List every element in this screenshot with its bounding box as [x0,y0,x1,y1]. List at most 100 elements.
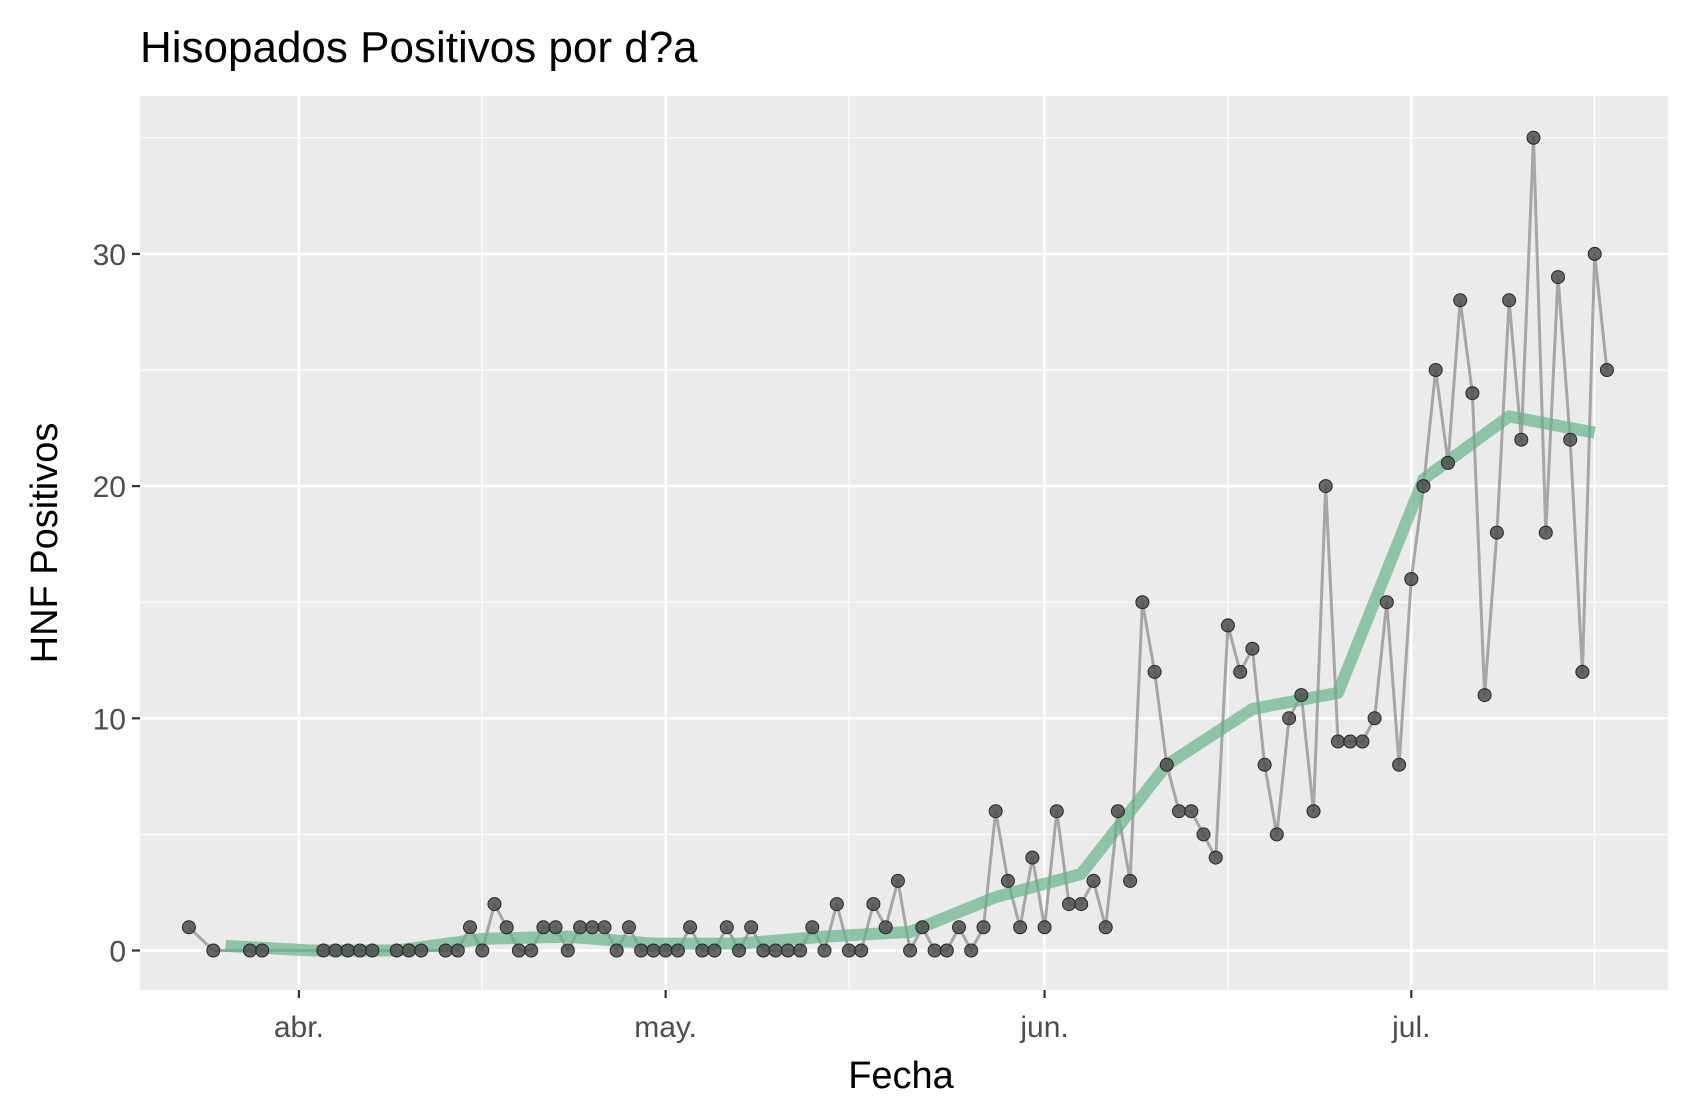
daily-positives-point [1428,363,1443,377]
daily-positives-point [597,920,612,935]
daily-positives-point [1465,386,1480,401]
daily-positives-point [634,943,649,958]
daily-positives-point [805,920,820,935]
daily-positives-point [1257,757,1272,772]
daily-positives-point [1355,734,1370,749]
daily-positives-point [1392,757,1407,772]
daily-positives-point [695,943,710,958]
daily-positives-point [524,943,539,958]
daily-positives-point [793,943,808,958]
daily-positives-point [976,920,991,935]
daily-positives-point [1220,618,1235,633]
daily-positives-point [548,920,563,935]
daily-positives-point [646,943,661,958]
daily-positives-point [829,897,844,912]
daily-positives-point [1367,711,1382,726]
daily-positives-point [1404,572,1419,586]
daily-positives-point [756,943,771,958]
daily-positives-point [573,920,588,935]
daily-positives-point [475,943,490,958]
daily-positives-point [1318,479,1333,494]
daily-positives-point [988,804,1003,819]
daily-positives-point [964,943,979,958]
daily-positives-point [952,920,966,935]
daily-positives-point [842,943,856,958]
daily-positives-point [463,920,477,935]
daily-positives-point [866,897,881,912]
daily-positives-point [817,943,832,958]
daily-positives-point [206,943,221,958]
daily-positives-point [1110,804,1125,819]
daily-positives-point [719,920,734,935]
daily-positives-point [353,943,367,958]
daily-positives-point [487,897,502,912]
daily-positives-point [1563,432,1578,447]
daily-positives-point [536,920,551,935]
daily-positives-point [243,943,257,958]
y-tick-label: 20 [93,471,126,504]
x-tick-label: abr. [274,1011,324,1044]
daily-positives-point [1025,850,1040,865]
daily-positives-point [511,943,526,958]
daily-positives-point [438,943,453,958]
daily-positives-point [1306,804,1321,819]
daily-positives-point [903,943,918,958]
daily-positives-point [585,920,600,935]
daily-positives-point [878,920,893,935]
daily-positives-point [854,943,869,958]
x-tick-label: jun. [1019,1011,1068,1044]
daily-positives-point [414,943,429,958]
daily-positives-point [328,943,343,958]
daily-positives-point [1037,920,1052,935]
daily-positives-point [1551,270,1565,285]
daily-positives-point [915,920,930,935]
daily-positives-point [1123,873,1138,888]
daily-positives-point [927,943,942,958]
daily-positives-point [1441,455,1455,470]
daily-positives-point [744,920,759,935]
y-tick-label: 0 [109,936,126,969]
daily-positives-point [1233,664,1248,679]
daily-positives-point [340,943,355,958]
daily-positives-point [1013,920,1028,935]
daily-positives-point [1159,757,1174,772]
daily-positives-point [1575,664,1590,679]
series-layer [181,130,1614,958]
daily-positives-point [1049,804,1064,819]
daily-positives-point [1196,827,1211,842]
daily-positives-point [1416,479,1431,494]
daily-positives-point [1098,920,1113,935]
daily-positives-point [780,943,795,958]
daily-positives-point [1269,827,1284,842]
daily-positives-point [1599,363,1614,377]
daily-positives-point [389,943,404,958]
daily-positives-point [1526,130,1541,145]
axis-tick-labels: abr. may. jun. jul. 0 10 20 30 [93,239,1431,1044]
daily-positives-point [1514,432,1529,447]
daily-positives-point [1502,293,1517,308]
daily-positives-point [732,943,746,958]
daily-positives-point [1147,664,1162,679]
daily-positives-point [609,943,624,958]
x-tick-label: may. [634,1011,697,1044]
daily-positives-point [890,873,905,888]
daily-positives-point [1331,734,1345,749]
daily-positives-point [1062,897,1076,912]
y-tick-label: 30 [93,239,126,272]
daily-positives-point [768,943,783,958]
daily-positives-point [560,943,575,958]
daily-positives-point [707,943,722,958]
chart-title: Hisopados Positivos por d?a [140,23,698,72]
daily-positives-point [1453,293,1468,308]
y-tick-label: 10 [93,703,126,736]
daily-positives-point [1294,688,1309,703]
daily-positives-point [1379,595,1394,610]
y-axis-title: HNF Positivos [24,423,66,664]
daily-positives-point [1477,688,1492,703]
daily-positives-point [1135,595,1150,610]
daily-positives-point [1587,246,1602,261]
daily-positives-point [1184,804,1199,819]
daily-positives-point [1538,525,1553,540]
daily-positives-point [622,920,636,935]
